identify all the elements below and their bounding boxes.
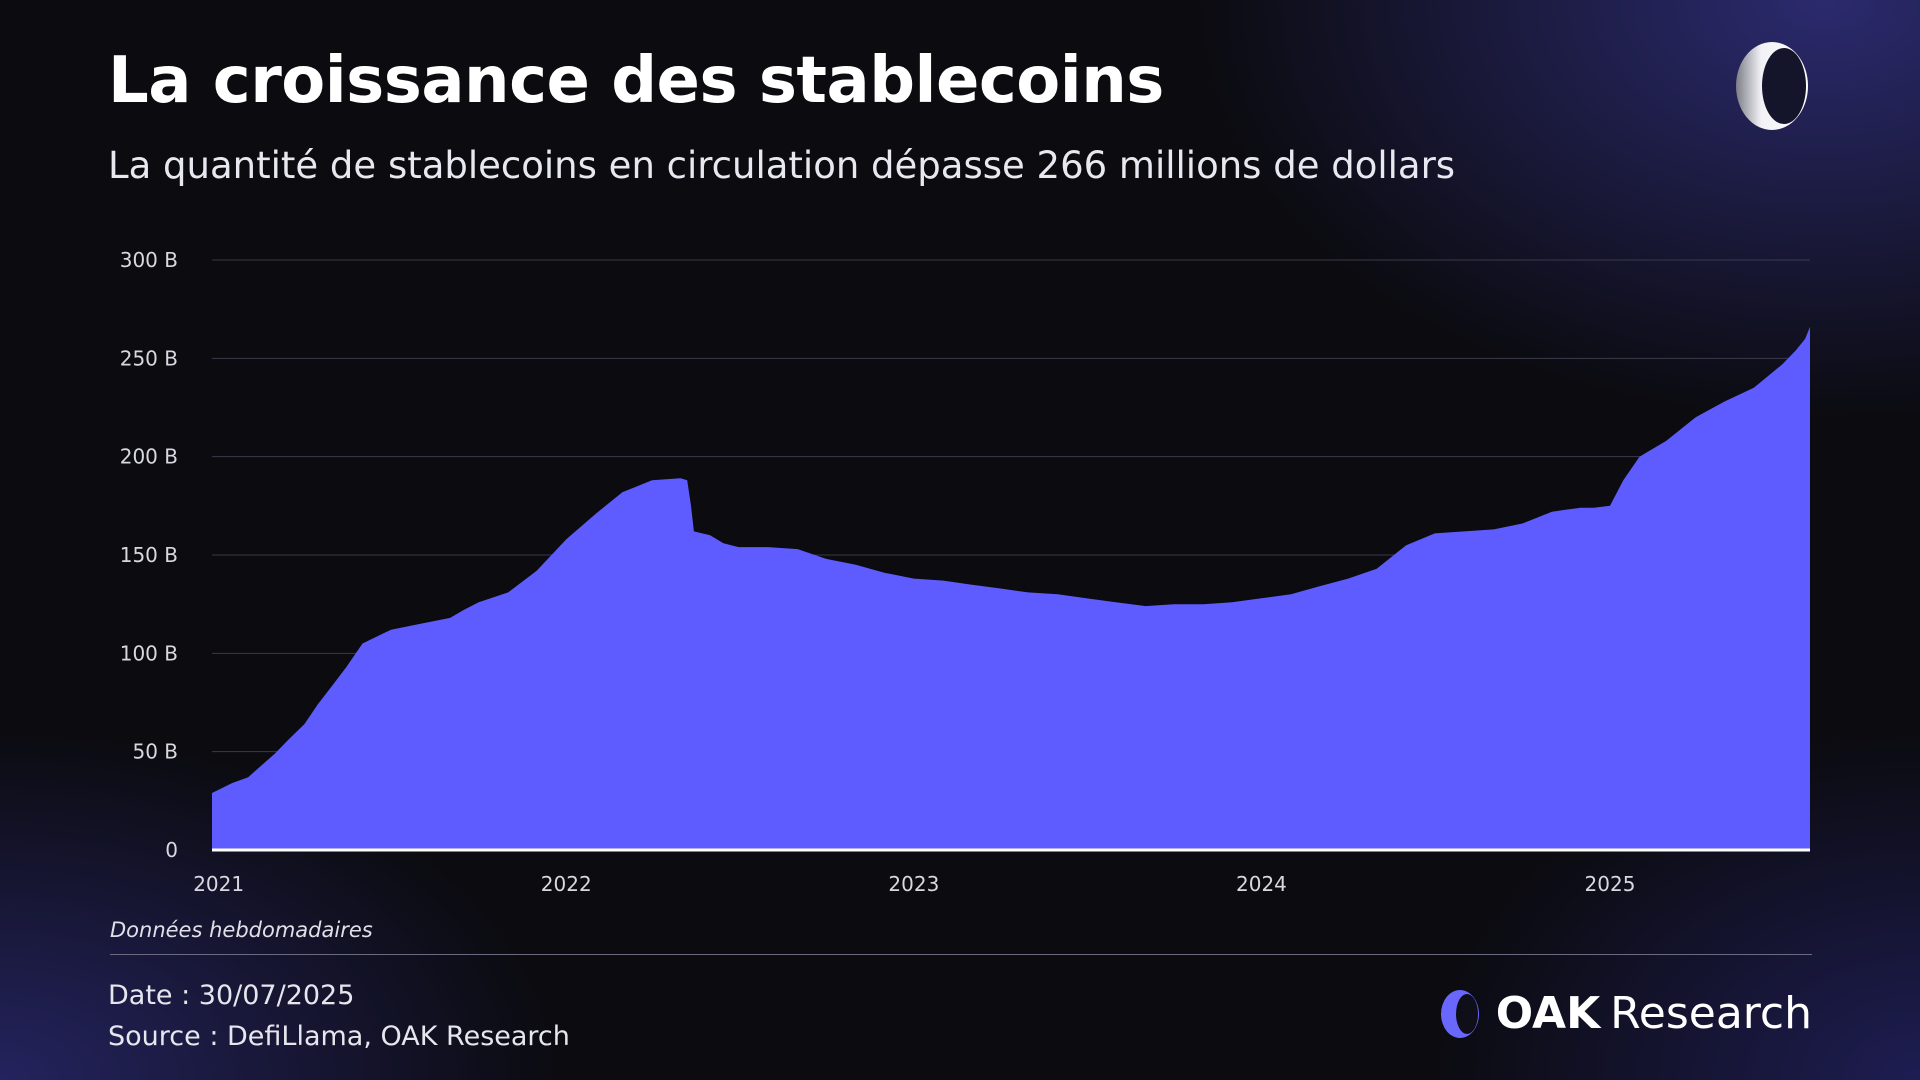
- source-label: Source : DefiLlama, OAK Research: [108, 1021, 570, 1052]
- x-tick-label: 2021: [193, 872, 244, 896]
- x-tick-label: 2022: [541, 872, 592, 896]
- data-frequency-note: Données hebdomadaires: [110, 918, 373, 942]
- y-tick-label: 150 B: [120, 543, 178, 567]
- y-tick-labels: 0 50 B 100 B 150 B 200 B 250 B 300 B: [120, 248, 178, 862]
- y-tick-label: 200 B: [120, 445, 178, 469]
- y-tick-label: 250 B: [120, 346, 178, 370]
- y-tick-label: 100 B: [120, 641, 178, 665]
- series-area: [212, 326, 1810, 850]
- brand-name-strong: OAK: [1495, 988, 1601, 1039]
- x-tick-label: 2023: [888, 872, 939, 896]
- chart-subtitle: La quantité de stablecoins en circulatio…: [108, 144, 1456, 187]
- x-tick-label: 2025: [1585, 872, 1636, 896]
- x-tick-labels: 2021 2022 2023 2024 2025: [193, 872, 1635, 896]
- y-tick-label: 300 B: [120, 248, 178, 272]
- y-tick-label: 0: [165, 838, 178, 862]
- brand-name-light: Research: [1610, 988, 1812, 1039]
- chart-title: La croissance des stablecoins: [108, 44, 1164, 118]
- oak-mark-icon: [1440, 989, 1479, 1038]
- footer-divider: [110, 954, 1812, 955]
- brand-logo: OAK Research: [1440, 988, 1812, 1039]
- y-tick-label: 50 B: [132, 740, 178, 764]
- date-label: Date : 30/07/2025: [108, 980, 355, 1011]
- x-tick-label: 2024: [1236, 872, 1287, 896]
- oak-logo-icon: [1736, 42, 1808, 130]
